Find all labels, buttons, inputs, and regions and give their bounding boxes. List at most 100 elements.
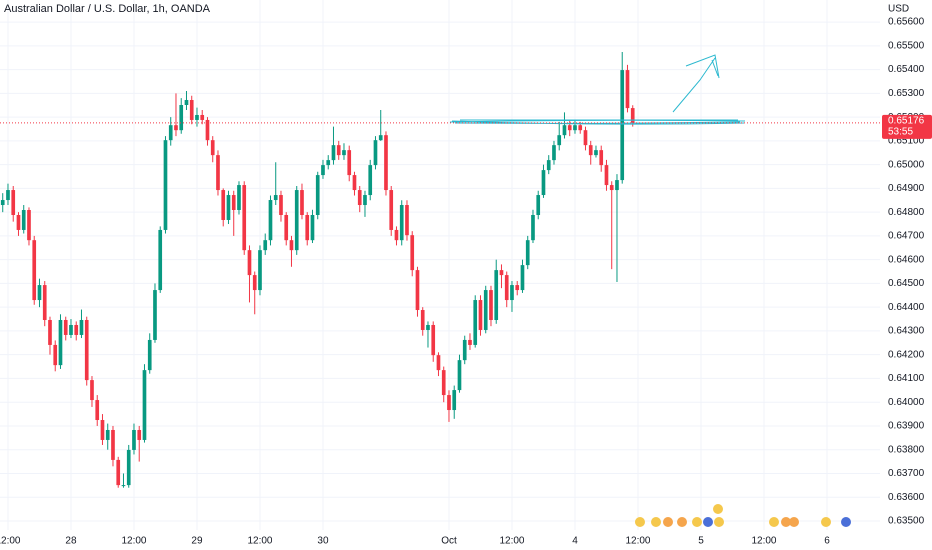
event-icon: [714, 517, 724, 527]
candle-body: [279, 195, 283, 215]
event-icon: [781, 517, 791, 527]
countdown-label: 53:55: [888, 126, 913, 137]
x-tick-label: 29: [191, 536, 203, 547]
candle-body: [63, 319, 68, 335]
x-tick-label: 12:00: [751, 536, 776, 547]
candle-body: [625, 70, 630, 109]
user-drawings: [449, 54, 746, 125]
candle-body: [420, 310, 425, 330]
candle-body: [163, 140, 168, 230]
y-tick-label: 0.64700: [888, 231, 925, 242]
candle-body: [541, 170, 546, 196]
candle-body: [378, 135, 383, 141]
candle-body: [231, 195, 236, 211]
candle-body: [11, 190, 16, 215]
candle-body: [331, 145, 336, 161]
y-tick-label: 0.64800: [888, 207, 925, 218]
candle-body: [389, 190, 394, 230]
x-tick-label: 28: [65, 536, 77, 547]
candle-body: [153, 290, 157, 340]
candle-body: [189, 100, 194, 120]
chart-title: Australian Dollar / U.S. Dollar, 1h, OAN…: [4, 3, 211, 15]
candle-body: [294, 190, 299, 251]
candle-body: [342, 150, 346, 156]
candle-body: [200, 114, 205, 120]
candle-body: [310, 214, 315, 241]
candle-body: [578, 125, 583, 131]
event-icons: [635, 504, 851, 527]
candle-body: [210, 140, 215, 156]
y-tick-label: 0.65000: [888, 159, 925, 170]
candle-body: [504, 275, 509, 301]
candle-body: [48, 319, 52, 345]
y-tick-label: 0.65500: [888, 40, 925, 51]
candle-body: [126, 449, 131, 486]
candle-body: [410, 235, 415, 271]
candles: [0, 52, 635, 488]
candle-body: [436, 355, 441, 371]
candle-body: [520, 265, 525, 291]
candle-body: [499, 270, 504, 276]
candle-body: [609, 185, 614, 191]
x-tick-label: 4: [572, 536, 578, 547]
candle-body: [142, 370, 147, 440]
candle-body: [405, 205, 409, 236]
candle-body: [315, 175, 320, 215]
last-price-badge: [882, 114, 932, 139]
y-tick-label: 0.63700: [888, 468, 925, 479]
candle-body: [105, 429, 110, 440]
x-tick-label: 6: [824, 536, 830, 547]
candle-body: [468, 339, 472, 345]
x-tick-label: 12:00: [121, 536, 146, 547]
candle-body: [258, 250, 262, 291]
candle-body: [216, 155, 220, 191]
candle-body: [268, 200, 273, 241]
candle-body: [447, 395, 451, 411]
candle-body: [478, 300, 483, 330]
x-tick-label: 12:00: [625, 536, 650, 547]
candle-body: [452, 390, 457, 411]
candle-body: [16, 214, 21, 230]
candle-body: [557, 135, 562, 146]
candle-body: [100, 420, 105, 440]
y-tick-label: 0.64100: [888, 373, 925, 384]
candle-body: [321, 165, 325, 176]
y-tick-label: 0.63900: [888, 421, 925, 432]
y-tick-label: 0.65100: [888, 136, 925, 147]
candle-body: [252, 275, 257, 291]
trend-scribble: [449, 119, 746, 125]
candle-body: [221, 190, 226, 220]
candle-body: [273, 195, 278, 201]
y-tick-label: 0.65400: [888, 64, 925, 75]
candle-body: [583, 130, 588, 146]
event-icon: [821, 517, 831, 527]
candle-body: [37, 285, 42, 301]
candle-body: [58, 319, 63, 366]
candle-body: [483, 290, 488, 330]
candle-body: [184, 100, 189, 106]
candle-body: [79, 319, 84, 335]
x-tick-label: 12:00: [247, 536, 272, 547]
candle-body: [620, 70, 625, 181]
candle-body: [121, 485, 126, 487]
candle-body: [630, 108, 635, 123]
candle-body: [599, 150, 604, 166]
candle-body: [90, 380, 94, 401]
y-tick-label: 0.63500: [888, 516, 925, 527]
candle-body: [84, 319, 89, 381]
y-tick-label: 0.64300: [888, 326, 925, 337]
candle-body: [247, 250, 252, 276]
candle-body: [326, 160, 331, 166]
candle-body: [546, 160, 551, 171]
candle-body: [394, 229, 399, 241]
candle-body: [604, 165, 609, 186]
candle-body: [594, 150, 598, 156]
event-icon: [635, 517, 645, 527]
candle-body: [588, 145, 593, 156]
candle-body: [158, 229, 163, 291]
candle-body: [205, 119, 210, 141]
y-tick-label: 0.64200: [888, 349, 925, 360]
candle-body: [289, 240, 294, 251]
candle-body: [462, 339, 467, 361]
